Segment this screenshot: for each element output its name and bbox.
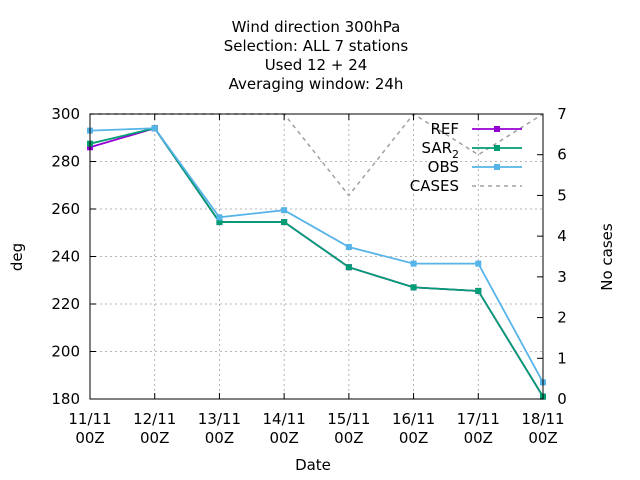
y-tick-label: 200 (51, 343, 80, 361)
legend-marker-ref (494, 126, 500, 132)
y2-tick-label: 5 (557, 186, 567, 204)
x-tick-label: 14/11 00Z (263, 410, 306, 447)
data-point-obs (151, 125, 158, 132)
x-tick-label: 17/11 00Z (457, 410, 500, 447)
x-tick-label: 11/11 00Z (68, 410, 111, 447)
x-tick-label: 13/11 00Z (198, 410, 241, 447)
data-point-sar2 (345, 264, 352, 271)
data-point-sar2 (410, 284, 417, 291)
title-line: Used 12 + 24 (265, 56, 368, 74)
data-point-sar2 (216, 219, 223, 226)
legend-marker-obs (494, 164, 500, 170)
legend-label-ref: REF (430, 120, 459, 138)
legend-label-obs: OBS (428, 158, 459, 176)
x-tick-label: 16/11 00Z (392, 410, 435, 447)
legend-label-sar2: SAR2 (422, 139, 459, 161)
series-line-cases (90, 113, 544, 197)
y-axis-label: deg (8, 243, 26, 271)
data-point-sar2 (475, 287, 482, 294)
y2-axis-label: No cases (598, 223, 616, 291)
series-line-ref (89, 127, 544, 398)
y2-tick-label: 2 (557, 309, 567, 327)
data-point-obs (281, 207, 288, 214)
y-tick-label: 220 (51, 295, 80, 313)
x-tick-label: 12/11 00Z (133, 410, 176, 447)
title-line: Selection: ALL 7 stations (224, 37, 409, 55)
series-line-obs (89, 127, 544, 383)
grid (90, 114, 543, 399)
y2-tick-label: 7 (557, 105, 567, 123)
x-tick-label: 18/11 00Z (521, 410, 564, 447)
title-line: Averaging window: 24h (229, 75, 404, 93)
y-tick-label: 280 (51, 153, 80, 171)
y2-tick-label: 6 (557, 146, 567, 164)
data-point-obs (216, 214, 223, 221)
data-point-obs (410, 260, 417, 267)
x-tick-label: 15/11 00Z (327, 410, 370, 447)
y2-tick-label: 4 (557, 227, 567, 245)
y-tick-label: 240 (51, 248, 80, 266)
data-point-obs (345, 244, 352, 250)
y2-tick-label: 0 (557, 390, 567, 408)
legend-marker-sar2 (494, 145, 500, 151)
title-line: Wind direction 300hPa (232, 18, 401, 36)
y-tick-label: 180 (51, 390, 80, 408)
y-tick-label: 260 (51, 200, 80, 218)
data-point-obs (475, 260, 482, 267)
y-tick-label: 300 (51, 105, 80, 123)
legend-label-cases: CASES (410, 177, 459, 195)
series-line-sar2 (89, 127, 544, 398)
y2-tick-label: 1 (557, 349, 567, 367)
x-axis-label: Date (295, 456, 331, 474)
y2-tick-label: 3 (557, 268, 567, 286)
data-point-sar2 (281, 219, 288, 226)
axes: 180 200 220 240 260 280 300 0 1 2 3 4 5 6 7 11/11 00Z 12/… (8, 105, 616, 474)
